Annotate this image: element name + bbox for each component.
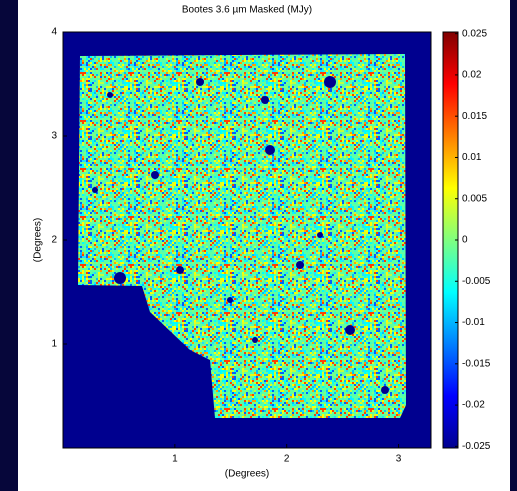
colorbar-tick-label: -0.005 [462, 276, 491, 287]
colorbar-tick-label: -0.01 [462, 317, 485, 328]
masked-holes [92, 76, 389, 394]
y-tick-label: 3 [51, 131, 57, 142]
x-tick-label: 1 [172, 454, 178, 465]
chart-title: Bootes 3.6 µm Masked (MJy) [182, 5, 312, 16]
y-axis-label: (Degrees) [33, 218, 44, 262]
colorbar-tick-label: -0.02 [462, 400, 485, 411]
colorbar-tick-label: -0.015 [462, 358, 491, 369]
field-region [78, 54, 406, 418]
y-tick-label: 2 [51, 235, 57, 246]
colorbar-tick-label: 0.025 [462, 28, 487, 39]
colorbar-tick-label: 0.015 [462, 111, 487, 122]
colorbar-tick-label: 0.01 [462, 152, 482, 163]
y-tick-label: 4 [51, 27, 57, 38]
colorbar-tick-label: 0 [462, 235, 468, 246]
x-tick-label: 3 [396, 454, 402, 465]
colorbar-tick-label: 0.005 [462, 193, 487, 204]
colorbar-tick-label: -0.025 [462, 441, 491, 452]
y-tick-label: 1 [51, 339, 57, 350]
x-axis-label: (Degrees) [225, 469, 269, 480]
colorbar-tick-label: 0.02 [462, 70, 482, 81]
x-tick-label: 2 [284, 454, 290, 465]
